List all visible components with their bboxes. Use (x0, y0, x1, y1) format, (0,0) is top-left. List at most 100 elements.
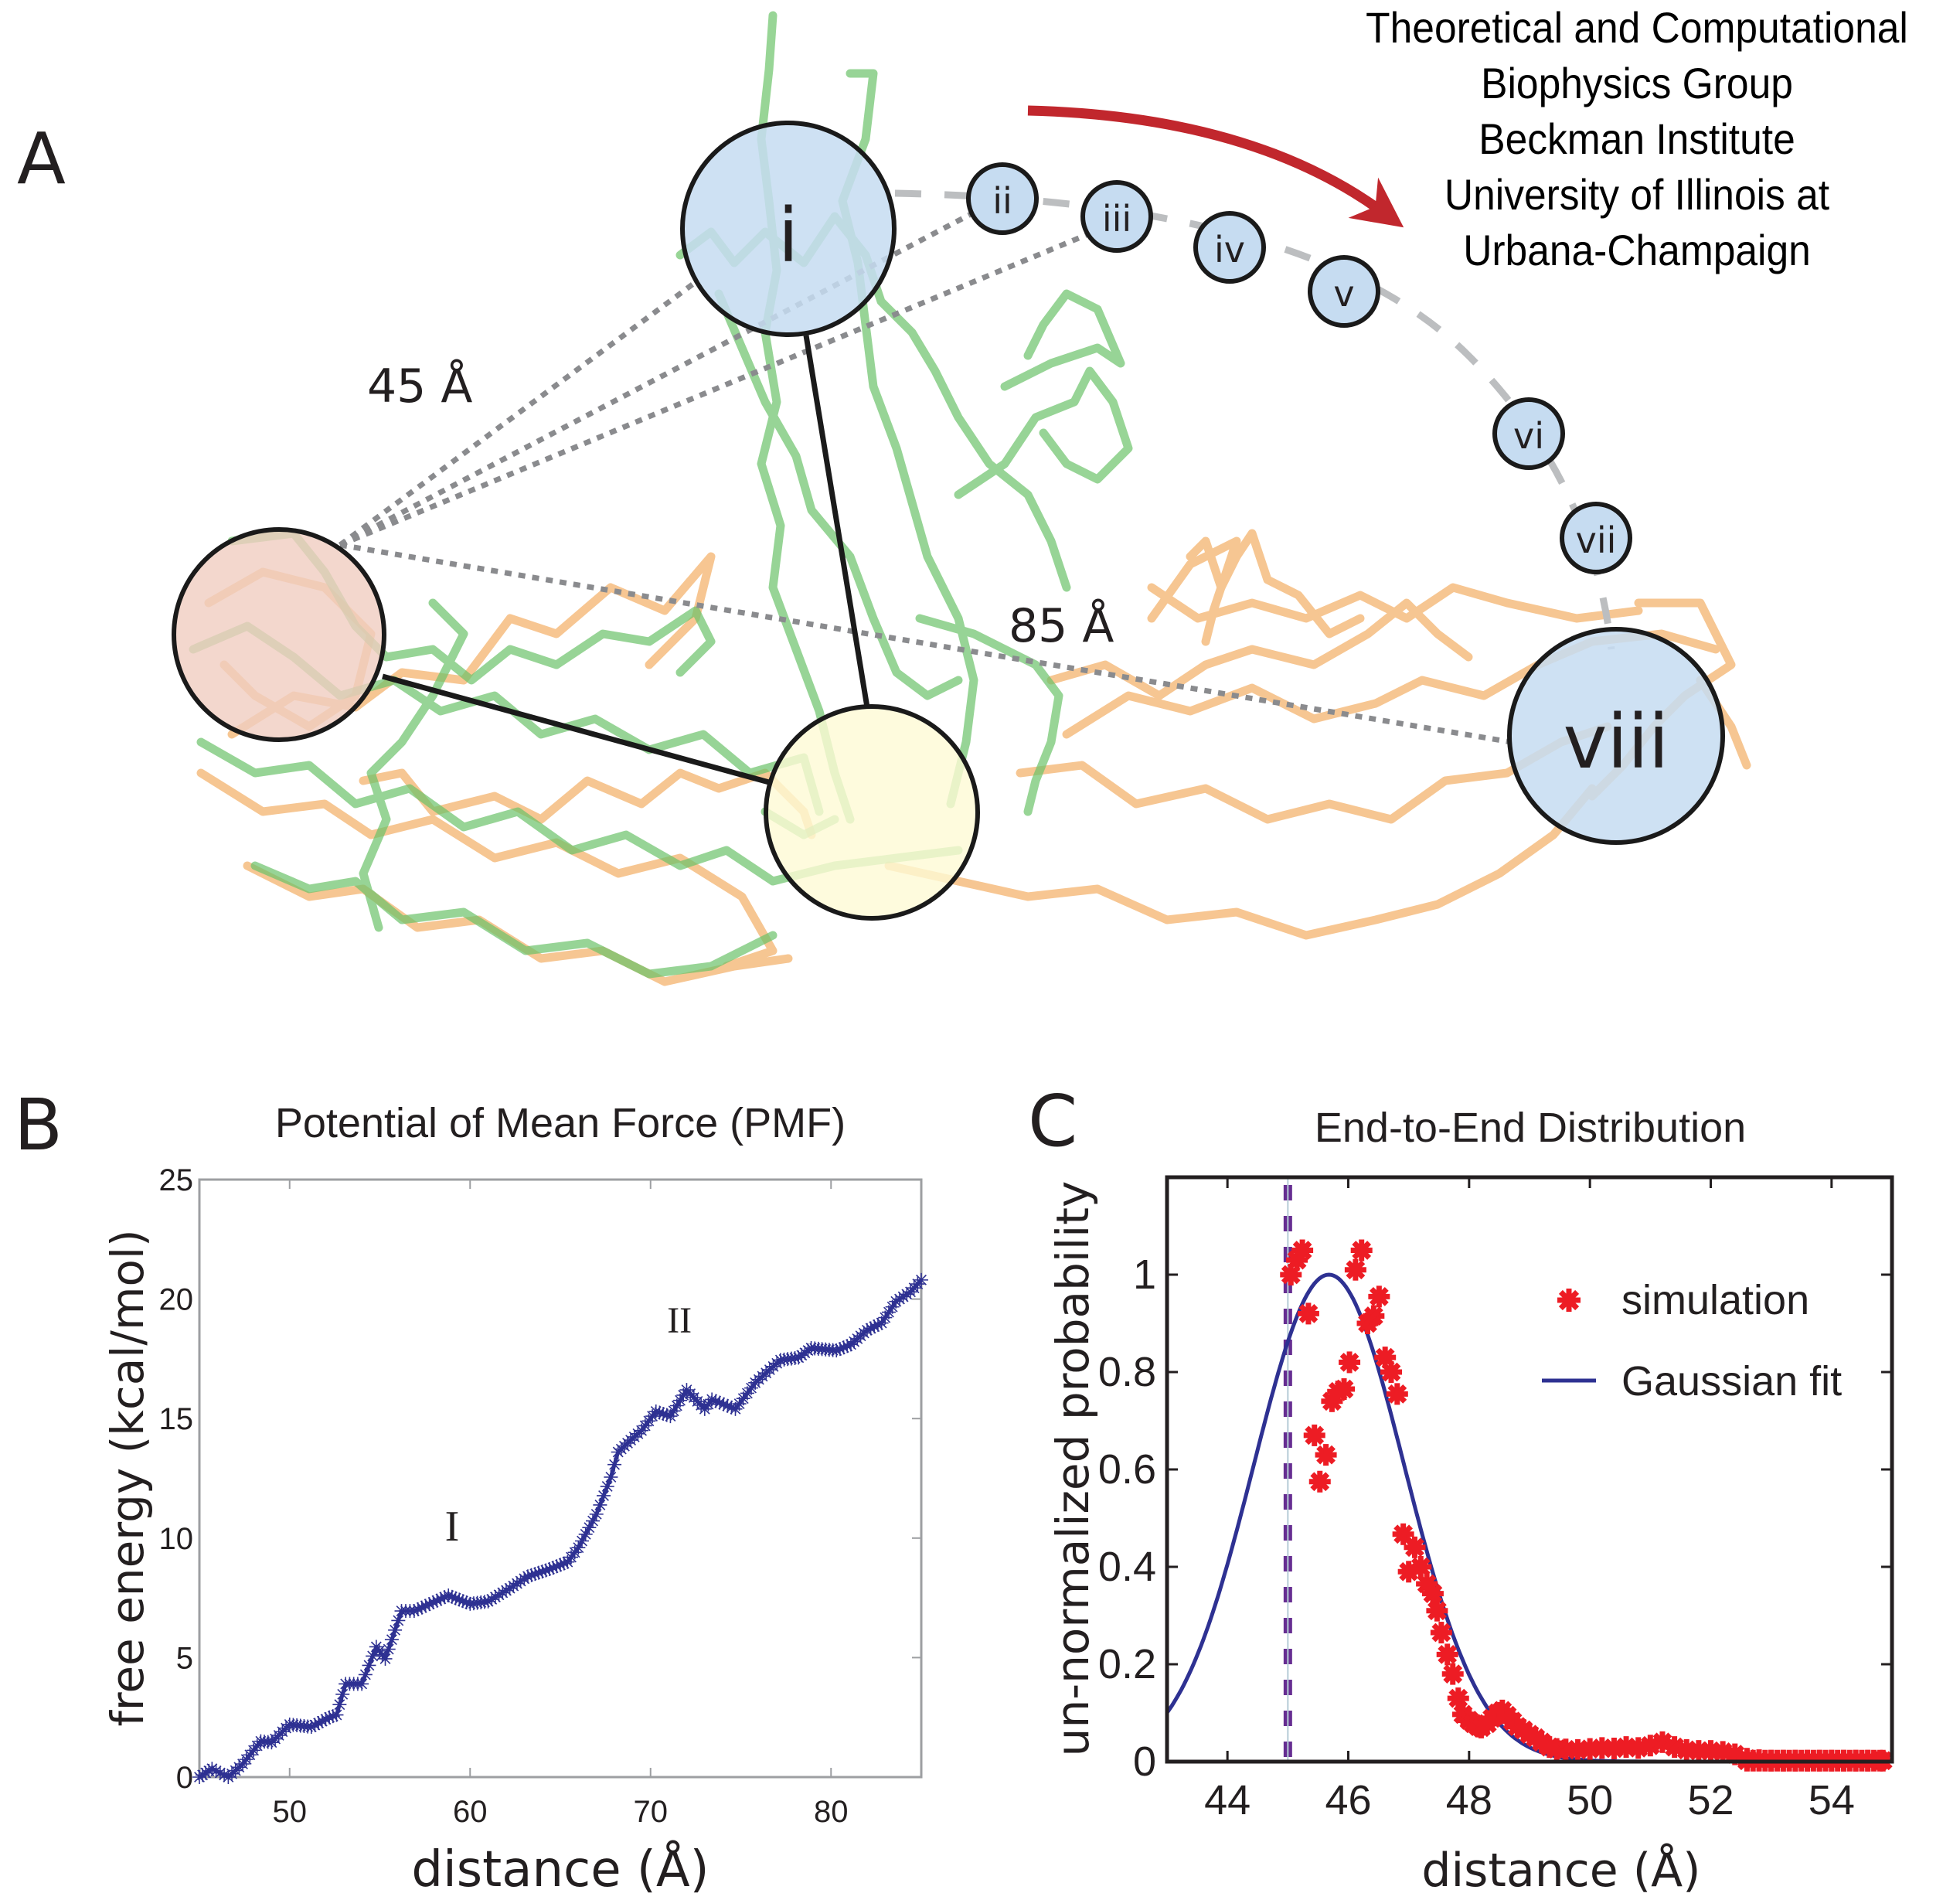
asterisk-glyph (1557, 1289, 1581, 1312)
simulation-data-point (1297, 1302, 1319, 1325)
pmf-data-point (892, 1292, 907, 1306)
simulation-data-point (1441, 1663, 1464, 1685)
y-tick-label: 0 (176, 1761, 193, 1795)
pmf-data-point (372, 1643, 386, 1658)
affiliation-line: Theoretical and Computational (1366, 3, 1908, 52)
state-label: iv (1214, 229, 1245, 271)
y-tick-label: 5 (176, 1641, 193, 1675)
state-viii: viii (1507, 627, 1725, 845)
simulation-data-point (1430, 1622, 1452, 1644)
pmf-annotation-II: II (667, 1300, 692, 1341)
distance-lines (338, 209, 1512, 745)
pmf-plot-area (198, 1178, 923, 1779)
state-vi: vi (1492, 397, 1565, 470)
legend-label-simulation: simulation (1621, 1277, 1809, 1323)
x-tick-label: 44 (1204, 1777, 1251, 1823)
simulation-data-point (1350, 1239, 1373, 1262)
state-ii: ii (966, 162, 1039, 235)
pmf-data-point (914, 1272, 928, 1287)
legend-entry-gaussian: Gaussian fit (1542, 1358, 1842, 1405)
state-label: vi (1513, 415, 1544, 457)
state-iii: iii (1080, 180, 1153, 253)
asterisk-marker-icon (1557, 1289, 1581, 1312)
state-label: viii (1564, 699, 1669, 785)
y-tick-label: 15 (159, 1402, 194, 1436)
pivot-circle (764, 704, 980, 921)
x-tick-label: 80 (814, 1795, 849, 1829)
simulation-data-point (1447, 1687, 1469, 1710)
pmf-data-point (607, 1457, 622, 1472)
state-label: v (1333, 273, 1354, 315)
simulation-data-point (1386, 1383, 1408, 1405)
distribution-chart: 44 46 48 50 52 54 0 0.2 0.4 0.6 0.8 1 simulation Ga… (1046, 1175, 1894, 1898)
rotation-arrow (1027, 105, 1404, 228)
pmf-data-point (332, 1697, 347, 1712)
y-tick-label: 0.4 (1098, 1544, 1156, 1590)
pmf-data-point (369, 1640, 383, 1654)
simulation-data-point (1308, 1470, 1331, 1493)
pmf-data-point (378, 1651, 393, 1666)
y-tick-label: 25 (159, 1163, 194, 1197)
y-tick-label: 0.2 (1098, 1641, 1156, 1687)
simulation-data-point (1291, 1239, 1314, 1262)
pmf-data-point (391, 1613, 406, 1628)
distance-label-45: 45 Å (367, 359, 472, 414)
pmf-data-point (666, 1404, 681, 1418)
simulation-data-point (1368, 1285, 1390, 1308)
distribution-chart-title: End-to-End Distribution (1314, 1105, 1747, 1151)
pmf-data-point (355, 1677, 369, 1691)
y-tick-label: 10 (159, 1522, 194, 1556)
distance-label-85: 85 Å (1009, 598, 1114, 653)
simulation-data-point (1344, 1258, 1366, 1281)
state-i: i (680, 121, 897, 337)
pmf-y-axis-label: free energy (kcal/mol) (101, 1229, 154, 1726)
pmf-data-point (213, 1766, 227, 1780)
simulation-data-point (1315, 1444, 1337, 1466)
legend-label-gaussian: Gaussian fit (1621, 1358, 1842, 1405)
affiliation-line: Biophysics Group (1481, 59, 1793, 107)
simulation-data-point (1380, 1361, 1402, 1383)
y-tick-label: 1 (1133, 1251, 1156, 1298)
pmf-x-axis-label: distance (Å) (411, 1840, 709, 1898)
x-tick-label: 46 (1325, 1777, 1371, 1823)
affiliation-line: Beckman Institute (1479, 114, 1795, 163)
state-vii: vii (1560, 502, 1632, 574)
state-iv: iv (1193, 211, 1266, 284)
pmf-data-point (388, 1622, 403, 1637)
x-tick-label: 50 (273, 1795, 308, 1829)
y-tick-label: 20 (159, 1283, 194, 1317)
simulation-data-point (1436, 1643, 1458, 1666)
x-tick-label: 48 (1446, 1777, 1492, 1823)
y-tick-label: 0.8 (1098, 1349, 1156, 1395)
pmf-chart-title: Potential of Mean Force (PMF) (274, 1100, 846, 1146)
simulation-data-point (1426, 1599, 1448, 1622)
pmf-data-point (728, 1401, 743, 1416)
x-tick-label: 70 (634, 1795, 669, 1829)
simulation-data-point (1363, 1305, 1385, 1327)
gaussian-fit-curve (1167, 1272, 1892, 1762)
simulation-data-point (1303, 1424, 1325, 1446)
y-tick-label: 0.6 (1098, 1446, 1156, 1493)
pmf-data-point (744, 1381, 759, 1395)
panel-label-a: A (17, 117, 66, 200)
affiliation-block: Theoretical and Computational Biophysics… (1339, 0, 1934, 278)
distribution-x-axis-label: distance (Å) (1421, 1843, 1700, 1898)
simulation-data-point (1397, 1561, 1420, 1583)
pmf-chart: 50 60 70 80 0 5 10 15 20 25 I II distance (Å) fr… (101, 1163, 928, 1898)
state-label: iii (1102, 198, 1131, 240)
legend: simulation Gaussian fit (1542, 1277, 1842, 1405)
panel-a-diagram: i ii iii iv v vi vii viii 45 Å 85 Å (172, 11, 1751, 986)
simulation-data-point (1421, 1582, 1444, 1605)
simulation-data-point (1410, 1556, 1432, 1578)
pmf-data-point (736, 1391, 750, 1406)
pmf-annotation-I: I (445, 1503, 460, 1551)
panel-label-b: B (14, 1084, 63, 1166)
pmf-data-point (209, 1763, 223, 1778)
x-tick-label: 52 (1687, 1777, 1734, 1823)
lever-arms (382, 335, 870, 785)
pmf-data-point (381, 1642, 396, 1657)
legend-entry-simulation: simulation (1557, 1277, 1809, 1323)
panel-label-c: C (1028, 1080, 1078, 1163)
pmf-data-point (335, 1687, 350, 1701)
y-tick-label: 0 (1133, 1738, 1156, 1785)
